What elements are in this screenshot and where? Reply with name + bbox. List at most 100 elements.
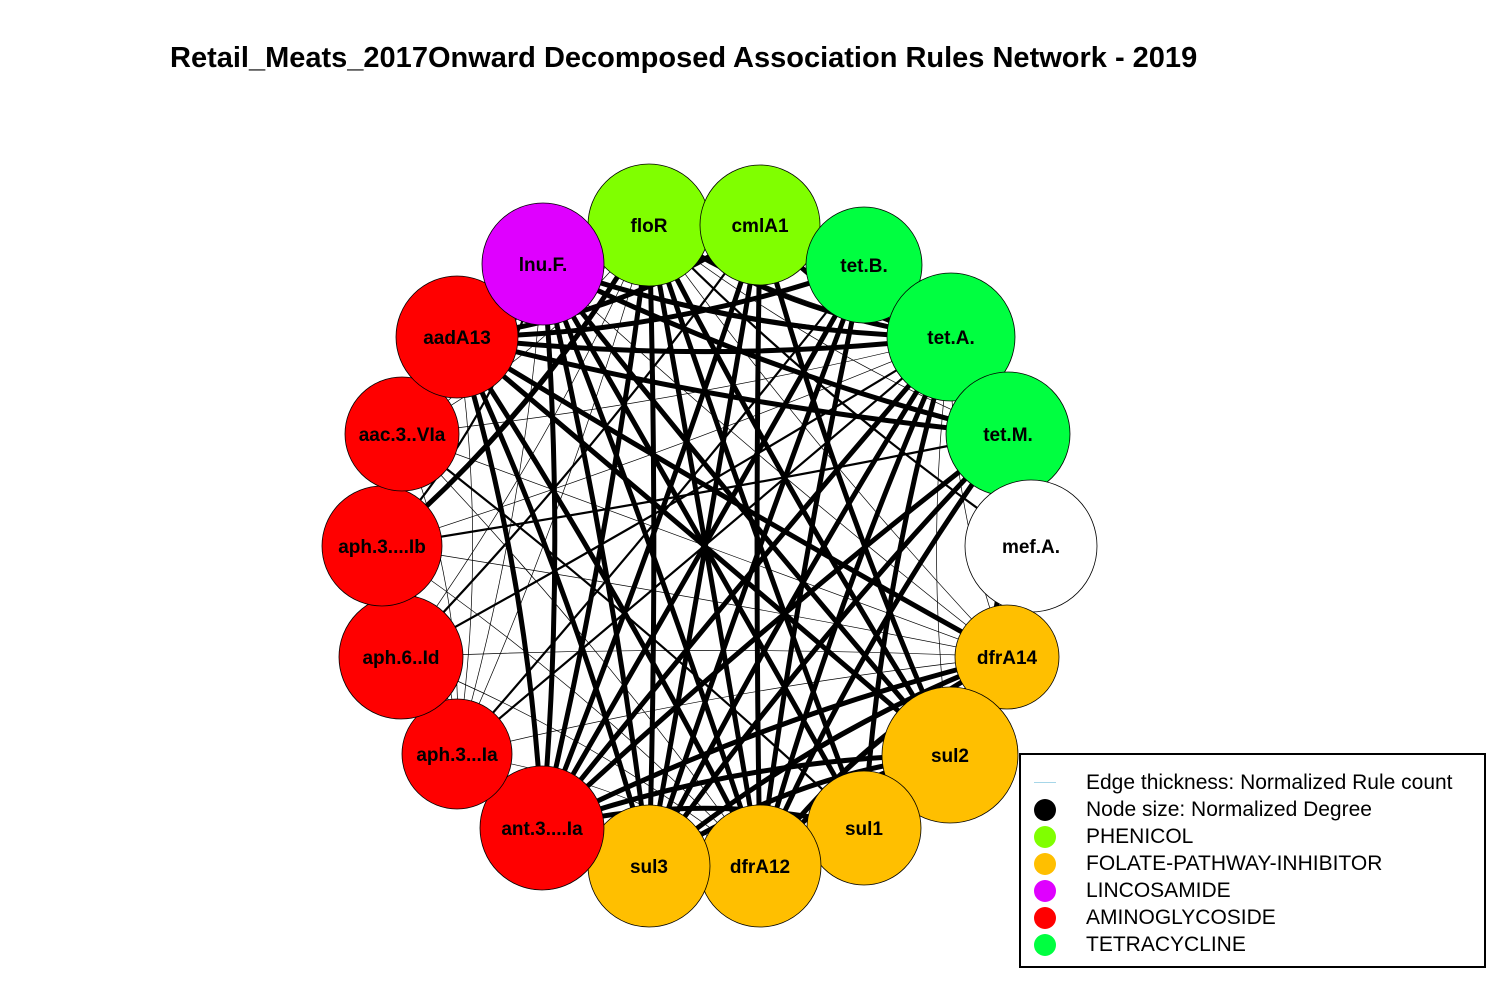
legend-label: AMINOGLYCOSIDE [1086,905,1276,929]
legend-label: Node size: Normalized Degree [1086,797,1372,821]
legend-label: LINCOSAMIDE [1086,878,1231,902]
edge-thin [400,650,1008,658]
legend-key [1034,772,1056,794]
node-dfra14: dfrA14 [954,604,1060,710]
node-circle [954,604,1060,710]
node-ant-3-ia: ant.3....Ia [479,765,605,891]
node-circle [401,698,513,810]
node-label: sul1 [845,819,883,840]
node-lnu-f: lnu.F. [481,202,605,326]
node-aph-3-ib: aph.3....Ib [321,485,443,607]
node-tet-m: tet.M. [945,371,1071,497]
legend-dot-swatch [1034,825,1056,848]
legend-key [1034,825,1056,848]
legend-dot-swatch [1034,798,1056,821]
node-cmla1: cmlA1 [699,164,821,286]
node-label: mef.A. [1002,537,1060,558]
legend-label: FOLATE-PATHWAY-INHIBITOR [1086,851,1383,875]
node-circle [481,202,605,326]
node-label: ant.3....Ia [501,819,583,840]
node-circle [881,686,1019,824]
node-label: tet.M. [983,425,1033,446]
legend-line-swatch [1034,782,1056,783]
legend-key [1034,933,1056,956]
node-circle [805,206,923,324]
edge-heavy [757,222,953,758]
node-flor: floR [587,163,711,287]
legend-item: Node size: Normalized Degree [1021,796,1372,823]
edge-thin [381,336,952,547]
edge-thin [542,263,1008,658]
edge-heavy [454,334,1011,437]
edge-heavy [757,334,954,869]
node-label: dfrA12 [730,857,790,878]
node-aph-6-id: aph.6..Id [338,594,464,720]
node-circle [886,272,1016,402]
node-sul2: sul2 [881,686,1019,824]
edge-heavy [646,334,954,869]
legend-dot-swatch [1034,906,1056,929]
legend-item: FOLATE-PATHWAY-INHIBITOR [1021,850,1382,877]
nodes-layer: floR cmlA1 tet.B. tet.A. tet.M. mef.A. dfrA14 s… [321,163,1098,928]
edge-heavy [754,222,763,869]
legend-key [1034,906,1056,929]
node-label: dfrA14 [977,648,1038,669]
edge-heavy [646,222,867,831]
node-sul1: sul1 [806,770,922,886]
legend-item: AMINOGLYCOSIDE [1021,904,1276,931]
legend-label: Edge thickness: Normalized Rule count [1086,770,1453,794]
legend: Edge thickness: Normalized Rule count Nod… [1019,753,1486,968]
legend-item: Edge thickness: Normalized Rule count [1021,769,1453,796]
edge-heavy [454,334,763,869]
node-label: floR [631,216,668,237]
node-aac-3-via: aac.3..VIa [344,376,460,492]
edge-heavy [454,334,545,831]
legend-dot-swatch [1034,933,1056,956]
edge-heavy [539,654,1010,831]
edge-heavy [454,334,954,355]
node-label: tet.B. [840,256,888,277]
node-label: aph.3....Ib [338,537,426,558]
node-label: sul2 [931,746,969,767]
legend-key [1034,798,1056,821]
node-circle [344,376,460,492]
edge-heavy [454,334,1010,660]
edge-heavy [539,222,763,831]
node-label: lnu.F. [519,255,568,276]
edge-heavy [539,261,558,831]
legend-item: PHENICOL [1021,823,1193,850]
node-label: aac.3..VIa [359,425,446,446]
node-sul3: sul3 [587,804,711,928]
edge-thin [456,224,650,755]
legend-label: PHENICOL [1086,824,1194,848]
node-tet-b: tet.B. [805,206,923,324]
node-label: aadA13 [423,328,491,349]
node-aph-3-ia: aph.3...Ia [401,698,513,810]
node-label: aph.3...Ia [416,745,498,766]
edge-thin [456,336,473,755]
legend-key [1034,879,1056,902]
edge-heavy [454,334,953,758]
diagram-title: Retail_Meats_2017Onward Decomposed Assoc… [170,42,1198,74]
edge-heavy [757,431,1011,869]
legend-dot-swatch [1034,852,1056,875]
legend-item: LINCOSAMIDE [1021,877,1231,904]
node-aada13: aadA13 [395,275,519,399]
legend-dot-swatch [1034,879,1056,902]
node-label: sul3 [630,857,668,878]
node-dfra12: dfrA12 [698,804,822,928]
node-label: cmlA1 [731,216,788,237]
edge-heavy [539,431,1011,831]
legend-label: TETRACYCLINE [1086,932,1246,956]
legend-item: TETRACYCLINE [1021,931,1246,958]
node-circle [699,164,821,286]
node-tet-a: tet.A. [886,272,1016,402]
node-label: aph.6..Id [362,648,439,669]
edge-medium [647,223,1033,548]
edge-heavy [539,222,652,831]
node-circle [479,765,605,891]
node-circle [395,275,519,399]
node-mef-a: mef.A. [964,479,1098,613]
edge-heavy [454,334,652,869]
